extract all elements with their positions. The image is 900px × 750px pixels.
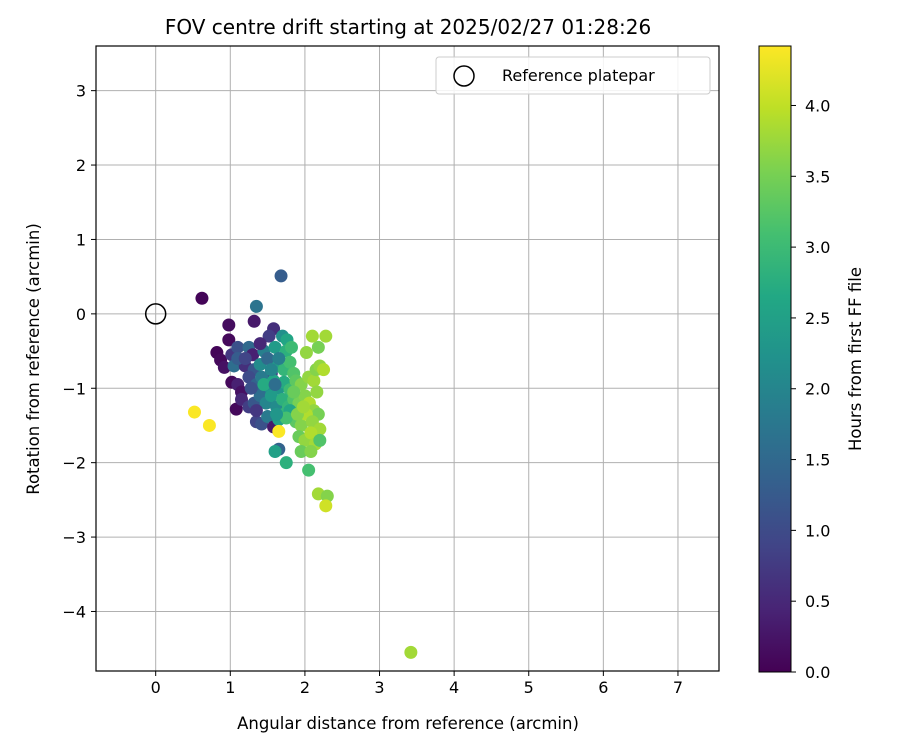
data-point [268,378,282,392]
data-point [187,405,201,419]
data-point [320,489,334,503]
y-axis-label: Rotation from reference (arcmin) [24,223,43,495]
legend: Reference platepar [435,56,711,95]
data-point [229,402,243,416]
data-point [296,400,310,414]
x-tick-label: 1 [225,678,235,697]
data-point [202,418,216,432]
data-point [319,499,333,513]
plot-frame [95,45,720,672]
y-tick-label: −4 [62,602,86,621]
axis-ticks: 0 1 2 3 4 5 6 7 3 2 1 0 −1 −2 −3 −4 [62,82,683,697]
data-point [247,314,261,328]
data-point [284,340,298,354]
colorbar-tick-label: 3.5 [805,167,830,186]
x-tick-label: 2 [300,678,310,697]
data-point [272,352,286,365]
data-point [274,269,288,283]
data-point [319,329,333,343]
data-point [261,352,275,365]
data-point [304,426,318,440]
data-point [244,381,258,395]
colorbar-tick-label: 3.0 [805,238,830,257]
colorbar-tick-label: 1.5 [805,451,830,470]
data-point [304,445,318,459]
data-point [310,385,324,399]
colorbar-tick-label: 0.0 [805,663,830,682]
x-tick-label: 6 [598,678,608,697]
data-point [302,463,316,477]
y-tick-label: 0 [76,305,86,324]
x-axis-label: Angular distance from reference (arcmin) [237,714,579,733]
y-tick-label: −3 [62,528,86,547]
legend-box [435,56,711,95]
data-point [268,340,282,354]
data-point [217,360,231,374]
data-point [283,355,297,369]
x-tick-label: 7 [673,678,683,697]
colorbar-label: Hours from first FF file [846,267,865,451]
reference-platepar-marker [144,303,167,325]
colorbar-tick-label: 1.0 [805,521,830,540]
data-point [404,645,418,659]
x-tick-label: 4 [449,678,459,697]
colorbar-tick-label: 4.0 [805,96,830,115]
data-point [317,363,331,377]
x-tick-label: 3 [374,678,384,697]
data-point [249,404,263,418]
data-point [294,418,308,432]
data-point [238,352,252,365]
data-point [307,374,321,388]
data-point [268,445,282,459]
y-tick-label: 2 [76,156,86,175]
data-point [313,433,327,447]
x-tick-label: 5 [524,678,534,697]
chart-title: FOV centre drift starting at 2025/02/27 … [165,15,651,39]
data-point [287,385,301,399]
grid [96,46,719,671]
legend-open-circle-icon [453,65,475,87]
legend-label: Reference platepar [502,66,655,85]
colorbar [758,45,792,673]
colorbar-tick-label: 0.5 [805,592,830,611]
colorbar-ticks: 0.0 0.5 1.0 1.5 2.0 2.5 3.0 3.5 4.0 [791,96,830,682]
data-point [279,456,293,470]
x-tick-label: 0 [151,678,161,697]
data-point [195,291,209,305]
data-points [187,269,418,659]
y-tick-label: 3 [76,82,86,101]
data-point [264,389,278,403]
data-point [272,424,286,438]
data-point [264,363,278,377]
data-point [231,340,245,354]
y-tick-label: −2 [62,454,86,473]
colorbar-tick-label: 2.0 [805,380,830,399]
data-point [253,337,267,351]
data-point [222,318,236,332]
data-point [311,340,325,354]
data-point [299,346,313,360]
colorbar-tick-label: 2.5 [805,309,830,328]
data-point [262,329,276,343]
data-point [257,378,271,392]
data-point [222,333,236,347]
data-point [305,329,319,343]
data-point [270,407,284,421]
data-point [294,445,308,459]
y-tick-label: −1 [62,379,86,398]
y-tick-label: 1 [76,230,86,249]
data-point [249,299,263,313]
